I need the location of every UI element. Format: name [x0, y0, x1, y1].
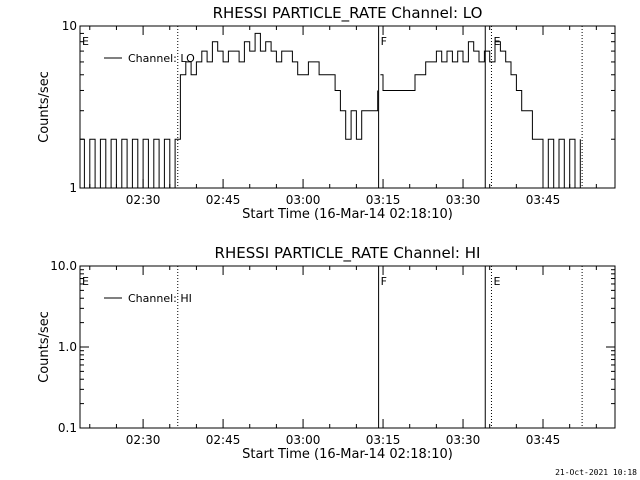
- x-axis-label: Start Time (16-Mar-14 02:18:10): [242, 447, 453, 462]
- event-marker-label: E: [493, 275, 500, 288]
- x-tick-label: 02:30: [126, 433, 161, 447]
- panel-hi-channel: RHESSI PARTICLE_RATE Channel: HI 02:30 02:…: [37, 244, 616, 462]
- x-tick-label: 03:30: [446, 193, 481, 207]
- y-tick-label: 1: [69, 181, 77, 195]
- x-axis-label: Start Time (16-Mar-14 02:18:10): [242, 207, 453, 222]
- plot-frame: [79, 25, 616, 189]
- x-tick-label: 03:45: [526, 433, 561, 447]
- x-tick-label: 03:15: [366, 193, 401, 207]
- y-tick-label: 1.0: [58, 340, 77, 354]
- plot-frame: [79, 265, 616, 429]
- event-marker-label: E: [82, 35, 89, 48]
- legend-entry: Channel: HI: [128, 292, 192, 305]
- x-tick-label: 02:30: [126, 193, 161, 207]
- y-tick-label: 0.1: [58, 421, 77, 435]
- x-tick-label: 03:00: [286, 433, 321, 447]
- chart-title: RHESSI PARTICLE_RATE Channel: LO: [213, 4, 483, 23]
- event-marker-label: F: [381, 35, 387, 48]
- panel-lo-channel: RHESSI PARTICLE_RATE Channel: LO 02:30 02:…: [37, 4, 616, 222]
- y-tick-label: 10: [62, 19, 77, 33]
- legend-entry: Channel: LO: [128, 52, 195, 65]
- chart-title: RHESSI PARTICLE_RATE Channel: HI: [215, 244, 481, 263]
- event-marker-label: F: [381, 275, 387, 288]
- x-tick-label: 02:45: [206, 193, 241, 207]
- event-marker-label: E: [82, 275, 89, 288]
- x-tick-label: 03:00: [286, 193, 321, 207]
- series-line: [80, 32, 581, 189]
- y-axis-label: Counts/sec: [37, 71, 52, 143]
- x-tick-label: 03:45: [526, 193, 561, 207]
- x-tick-label: 03:30: [446, 433, 481, 447]
- y-tick-label: 10.0: [50, 259, 77, 273]
- y-axis-label: Counts/sec: [37, 311, 52, 383]
- generated-timestamp: 21-Oct-2021 10:18: [555, 468, 637, 477]
- x-tick-label: 02:45: [206, 433, 241, 447]
- x-tick-label: 03:15: [366, 433, 401, 447]
